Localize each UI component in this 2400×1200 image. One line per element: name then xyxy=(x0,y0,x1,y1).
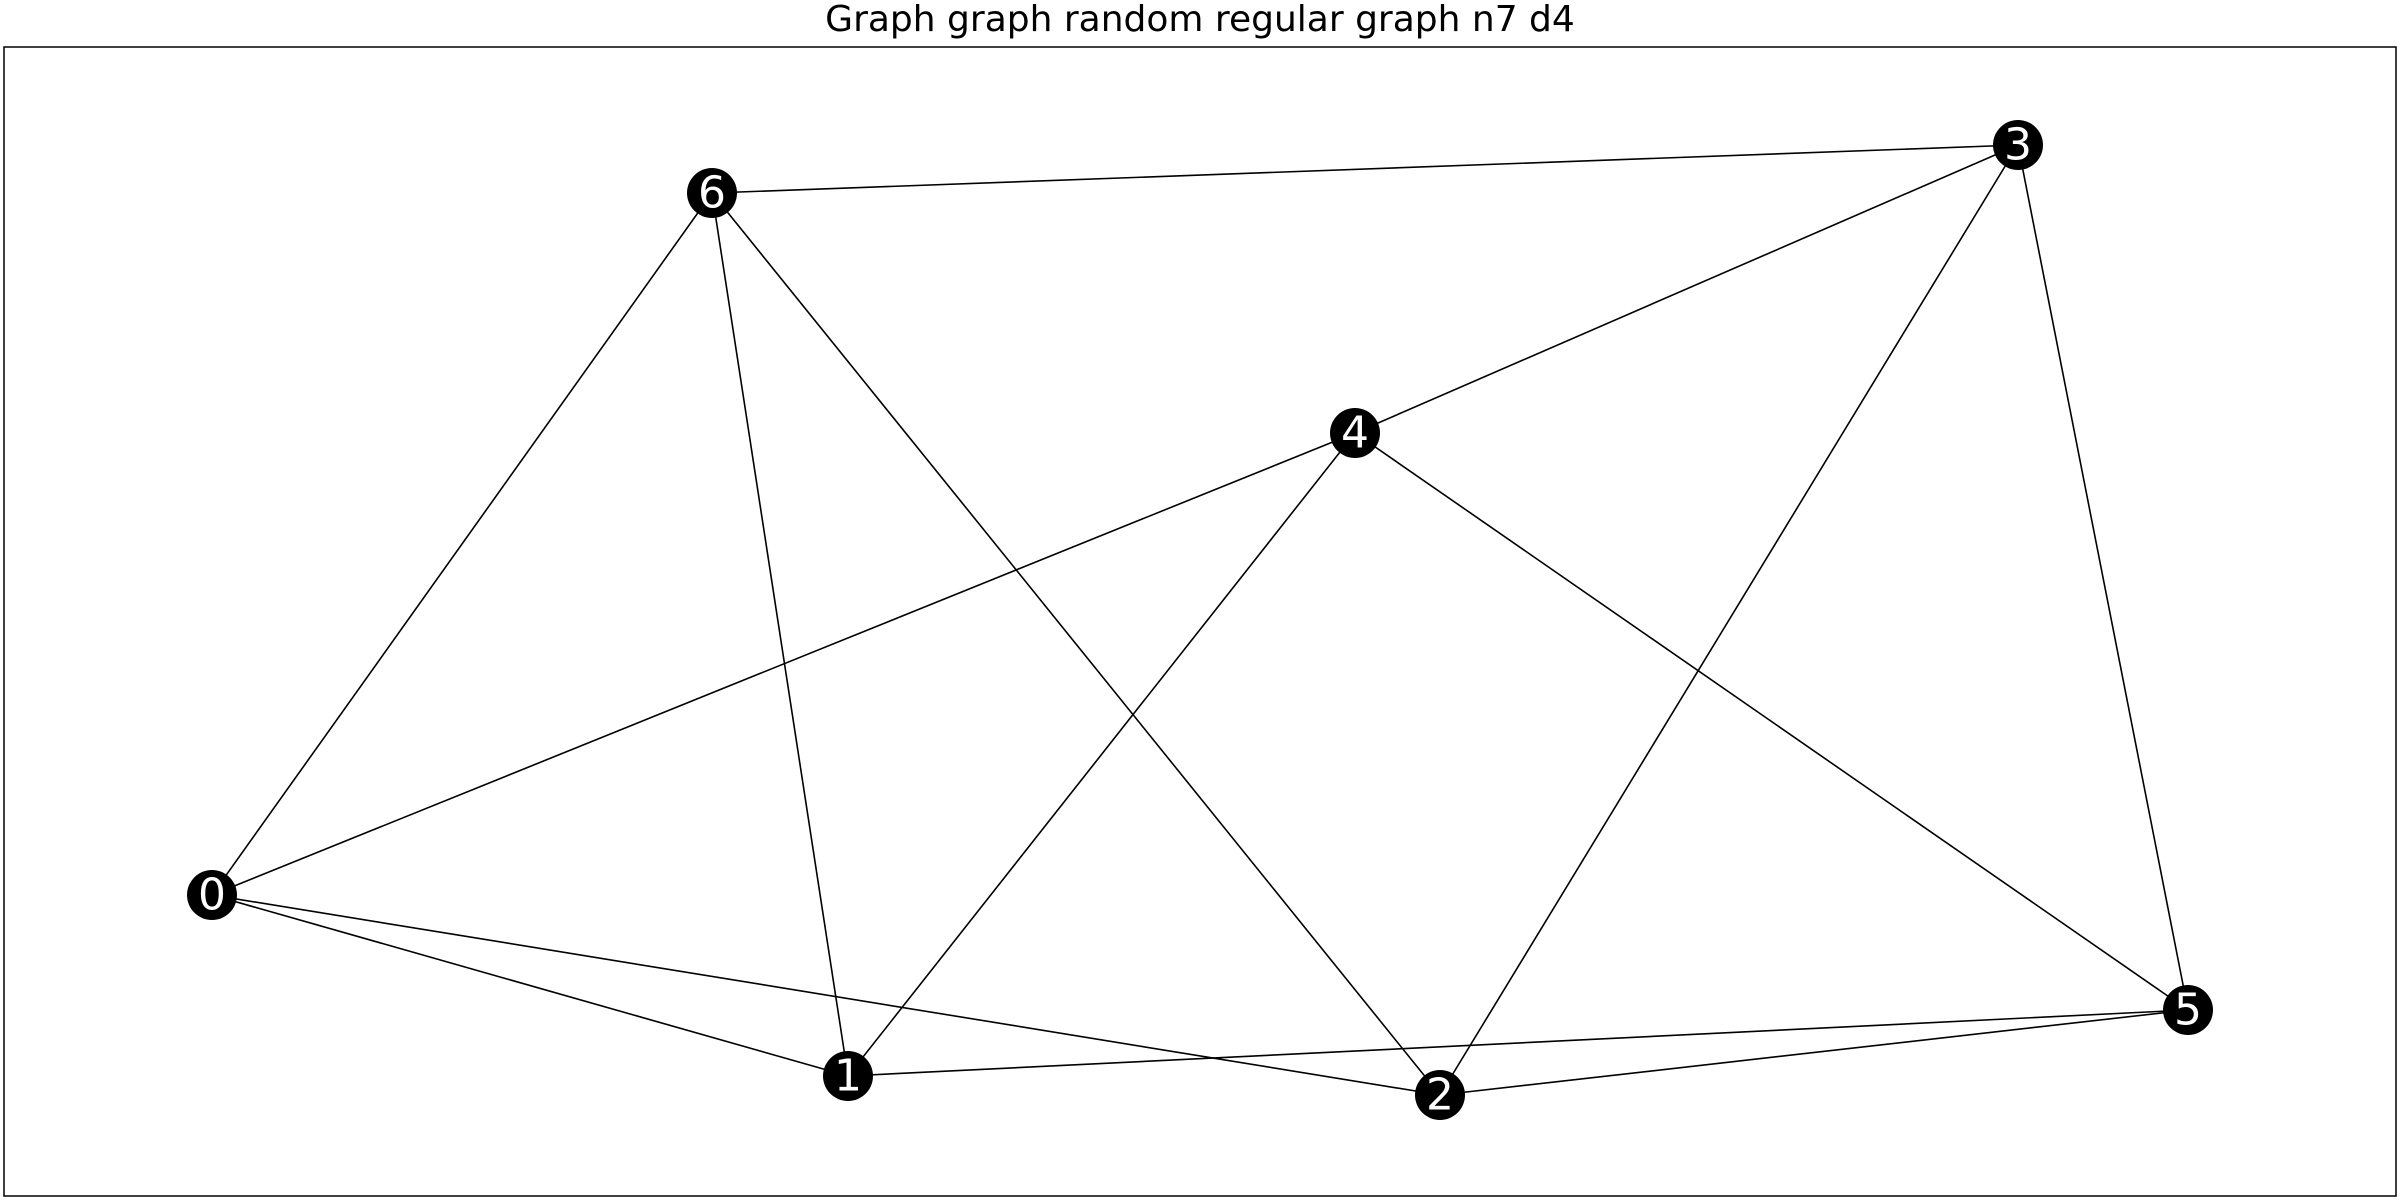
edge-0-1 xyxy=(211,894,849,1077)
node-5: 5 xyxy=(2163,985,2213,1036)
node-label: 3 xyxy=(2004,120,2032,171)
node-circle xyxy=(2163,985,2213,1035)
node-label: 4 xyxy=(1341,408,1369,459)
node-label: 5 xyxy=(2174,985,2202,1036)
edge-3-2 xyxy=(1439,144,2019,1096)
edges-layer xyxy=(211,144,2189,1096)
edge-4-3 xyxy=(1354,144,2019,434)
edge-4-5 xyxy=(1354,432,2189,1011)
node-circle xyxy=(187,870,237,920)
edge-0-6 xyxy=(211,192,713,896)
node-4: 4 xyxy=(1330,408,1380,459)
edge-6-3 xyxy=(711,144,2019,194)
plot-frame xyxy=(3,46,2397,1197)
node-circle xyxy=(823,1051,873,1101)
edge-6-1 xyxy=(711,192,849,1077)
edge-6-2 xyxy=(711,192,1441,1096)
node-0: 0 xyxy=(187,870,237,921)
edge-2-5 xyxy=(1439,1009,2189,1096)
edge-1-5 xyxy=(847,1009,2189,1077)
edge-0-2 xyxy=(211,894,1441,1096)
node-circle xyxy=(687,168,737,218)
node-label: 0 xyxy=(198,870,226,921)
node-2: 2 xyxy=(1415,1070,1465,1121)
node-circle xyxy=(1415,1070,1465,1120)
node-circle xyxy=(1330,408,1380,458)
node-label: 6 xyxy=(698,168,726,219)
edge-3-5 xyxy=(2017,144,2189,1011)
node-3: 3 xyxy=(1993,120,2043,171)
edge-4-1 xyxy=(847,432,1356,1077)
node-label: 1 xyxy=(834,1051,862,1102)
edge-0-4 xyxy=(211,432,1356,896)
node-circle xyxy=(1993,120,2043,170)
nodes-layer: 0 1 2 3 4 5 6 xyxy=(187,120,2213,1121)
diagram-title: Graph graph random regular graph n7 d4 xyxy=(825,0,1575,40)
node-label: 2 xyxy=(1426,1070,1454,1121)
node-1: 1 xyxy=(823,1051,873,1102)
node-6: 6 xyxy=(687,168,737,219)
